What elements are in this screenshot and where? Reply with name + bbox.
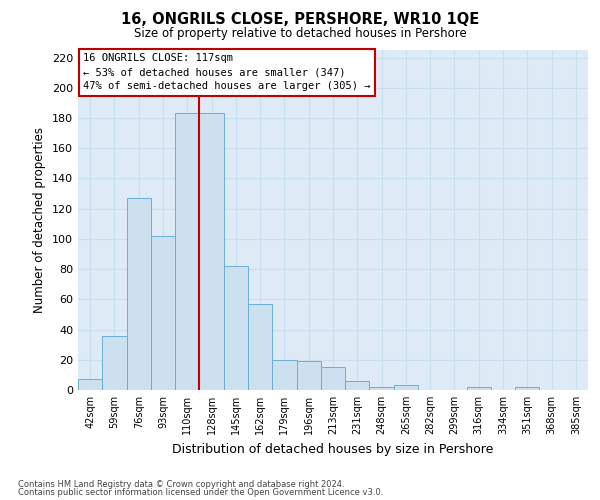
Text: Contains public sector information licensed under the Open Government Licence v3: Contains public sector information licen…: [18, 488, 383, 497]
Bar: [296, 362, 321, 390]
Bar: [370, 387, 394, 390]
Text: Contains HM Land Registry data © Crown copyright and database right 2024.: Contains HM Land Registry data © Crown c…: [18, 480, 344, 489]
Bar: [78, 380, 102, 390]
Bar: [151, 236, 175, 390]
Bar: [248, 304, 272, 390]
Bar: [102, 336, 127, 390]
Bar: [321, 368, 345, 390]
Bar: [175, 114, 199, 390]
Bar: [127, 198, 151, 390]
Bar: [272, 360, 296, 390]
Bar: [394, 386, 418, 390]
Bar: [224, 266, 248, 390]
Bar: [199, 114, 224, 390]
Text: Size of property relative to detached houses in Pershore: Size of property relative to detached ho…: [134, 28, 466, 40]
Text: 16, ONGRILS CLOSE, PERSHORE, WR10 1QE: 16, ONGRILS CLOSE, PERSHORE, WR10 1QE: [121, 12, 479, 28]
Bar: [515, 387, 539, 390]
X-axis label: Distribution of detached houses by size in Pershore: Distribution of detached houses by size …: [172, 442, 494, 456]
Bar: [345, 381, 370, 390]
Bar: [467, 387, 491, 390]
Y-axis label: Number of detached properties: Number of detached properties: [34, 127, 46, 313]
Text: 16 ONGRILS CLOSE: 117sqm
← 53% of detached houses are smaller (347)
47% of semi-: 16 ONGRILS CLOSE: 117sqm ← 53% of detach…: [83, 54, 371, 92]
